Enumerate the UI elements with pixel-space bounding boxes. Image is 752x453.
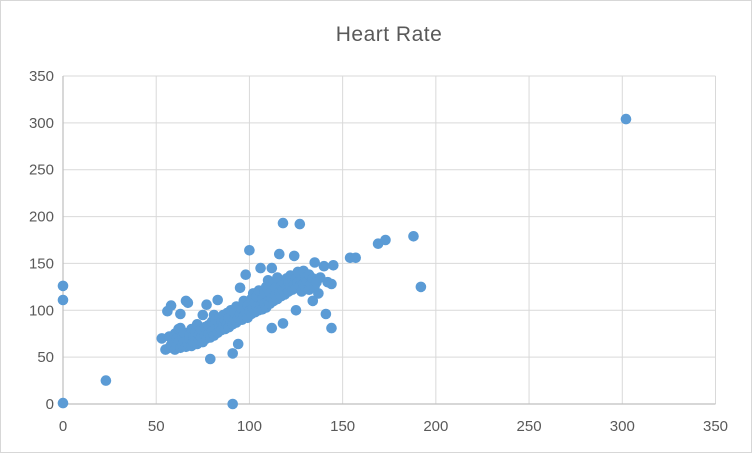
- data-point[interactable]: [100, 375, 112, 386]
- x-tick-label: 300: [610, 418, 635, 435]
- data-point[interactable]: [227, 398, 238, 410]
- x-tick-label: 150: [330, 418, 355, 435]
- x-tick-label: 0: [59, 418, 67, 435]
- data-point[interactable]: [328, 260, 339, 271]
- data-point[interactable]: [318, 260, 330, 272]
- data-point[interactable]: [182, 297, 194, 309]
- data-point[interactable]: [212, 294, 223, 306]
- data-point[interactable]: [326, 322, 337, 334]
- data-point[interactable]: [266, 262, 278, 274]
- data-point[interactable]: [240, 269, 251, 281]
- data-point[interactable]: [415, 281, 427, 293]
- data-point[interactable]: [307, 295, 319, 307]
- chart-title[interactable]: Heart Rate: [335, 23, 443, 46]
- x-tick-label: 350: [703, 418, 728, 435]
- data-point[interactable]: [244, 245, 255, 256]
- data-point[interactable]: [57, 397, 69, 409]
- data-point[interactable]: [313, 288, 324, 299]
- data-point[interactable]: [175, 308, 186, 320]
- y-tick-label: 0: [46, 396, 54, 413]
- x-axis-tick-labels: 0 50 100 150 200 250 300 350: [59, 418, 728, 435]
- y-tick-label: 50: [37, 349, 54, 366]
- data-point[interactable]: [326, 278, 337, 290]
- y-tick-label: 300: [29, 115, 54, 132]
- y-tick-label: 100: [29, 302, 54, 319]
- data-point[interactable]: [227, 348, 238, 359]
- y-tick-label: 150: [29, 255, 54, 272]
- data-point[interactable]: [294, 218, 306, 230]
- data-point[interactable]: [620, 113, 632, 125]
- y-tick-label: 200: [29, 209, 54, 226]
- y-axis-tick-labels: 0 50 100 150 200 250 300 350: [29, 68, 54, 413]
- x-tick-label: 100: [237, 418, 262, 435]
- data-point[interactable]: [309, 257, 321, 268]
- data-point[interactable]: [320, 308, 332, 320]
- data-point[interactable]: [408, 231, 419, 242]
- data-point[interactable]: [277, 217, 289, 229]
- axis-lines: [62, 76, 716, 405]
- x-tick-label: 50: [148, 418, 165, 435]
- data-point[interactable]: [272, 272, 283, 283]
- data-point[interactable]: [350, 252, 362, 264]
- data-point[interactable]: [234, 282, 246, 294]
- x-tick-label: 250: [517, 418, 542, 435]
- y-tick-label: 250: [29, 162, 54, 179]
- data-point[interactable]: [266, 322, 278, 334]
- data-point[interactable]: [274, 248, 285, 260]
- data-point[interactable]: [290, 305, 302, 316]
- data-series: [57, 113, 632, 410]
- data-point[interactable]: [201, 299, 212, 311]
- data-point[interactable]: [380, 234, 391, 246]
- x-tick-label: 200: [423, 418, 448, 435]
- data-point[interactable]: [197, 309, 209, 321]
- data-point[interactable]: [232, 338, 244, 350]
- y-tick-label: 350: [29, 68, 54, 85]
- data-point[interactable]: [205, 353, 216, 365]
- data-point[interactable]: [57, 294, 69, 306]
- data-point[interactable]: [277, 318, 289, 329]
- data-point[interactable]: [255, 262, 266, 274]
- data-point[interactable]: [165, 300, 177, 311]
- data-point[interactable]: [288, 250, 300, 262]
- data-point[interactable]: [57, 280, 69, 292]
